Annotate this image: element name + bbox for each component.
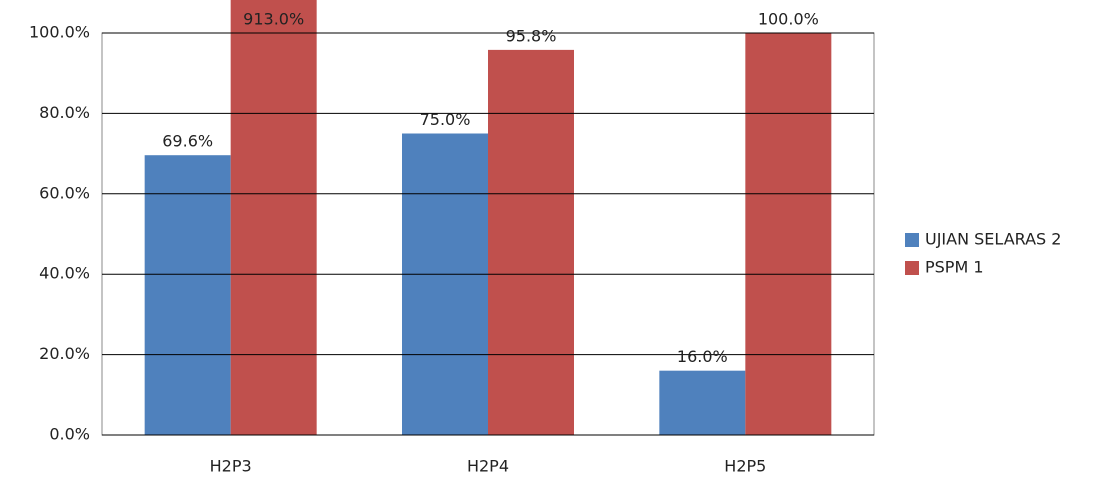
bar	[745, 33, 832, 435]
value-label: 95.8%	[506, 26, 557, 45]
x-tick-label: H2P3	[210, 457, 252, 476]
value-label: 16.0%	[677, 347, 728, 366]
bar	[659, 370, 746, 435]
plot-area	[144, 0, 832, 435]
y-tick-label: 60.0%	[39, 183, 90, 202]
y-tick-label: 80.0%	[39, 103, 90, 122]
value-label: 69.6%	[162, 132, 213, 151]
value-label: 913.0%	[243, 10, 304, 29]
bar	[488, 49, 574, 435]
legend-label: PSPM 1	[925, 258, 984, 277]
y-tick-label: 0.0%	[49, 425, 90, 444]
y-tick-label: 20.0%	[39, 344, 90, 363]
bar	[230, 0, 317, 435]
legend-label: UJIAN SELARAS 2	[925, 230, 1061, 249]
bar	[402, 133, 488, 435]
legend-swatch	[905, 233, 919, 247]
y-tick-label: 100.0%	[29, 23, 90, 42]
bar	[144, 155, 231, 435]
value-label: 100.0%	[758, 10, 819, 29]
legend-swatch	[905, 261, 919, 275]
y-tick-label: 40.0%	[39, 264, 90, 283]
x-tick-label: H2P4	[467, 457, 509, 476]
value-label: 75.0%	[420, 110, 471, 129]
x-tick-label: H2P5	[724, 457, 766, 476]
